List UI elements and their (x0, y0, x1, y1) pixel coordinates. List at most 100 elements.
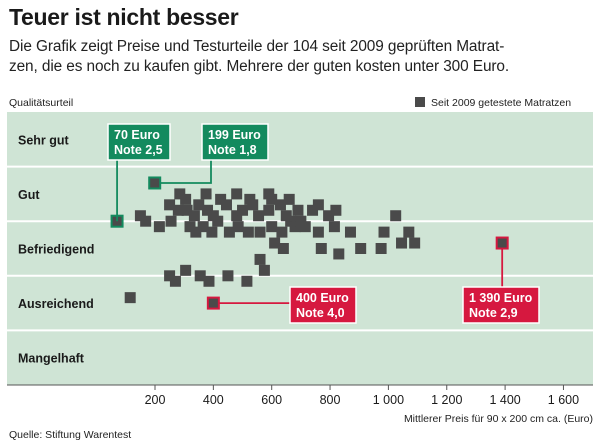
callout-leader-line (160, 160, 212, 184)
y-category-label: Befriedigend (18, 243, 94, 257)
callout-box (462, 286, 540, 324)
data-point (315, 243, 327, 254)
legend-marker (415, 97, 425, 107)
data-point (263, 204, 275, 216)
data-point (312, 226, 324, 238)
data-point (194, 270, 206, 282)
data-point (254, 253, 266, 265)
callout-price: 400 Euro (296, 291, 349, 305)
data-point (277, 243, 289, 254)
x-tick-label: 800 (320, 393, 341, 407)
data-point (197, 221, 209, 233)
data-point (274, 199, 286, 211)
data-point (396, 237, 408, 249)
quality-bands: Sehr gut Gut Befriedigend Ausreichend Mangel… (7, 112, 593, 385)
data-point (344, 226, 356, 238)
intro-line-1: Die Grafik zeigt Preise und Testurteile … (9, 38, 505, 55)
data-point (403, 226, 415, 238)
data-point (244, 193, 256, 205)
data-point (172, 204, 184, 216)
x-tick-label: 1 600 (548, 393, 579, 407)
x-tick-label: 200 (145, 393, 166, 407)
callout-box (201, 123, 269, 161)
y-category-label: Sehr gut (18, 133, 70, 147)
data-point (253, 210, 265, 222)
data-point (220, 199, 232, 211)
data-point (390, 210, 402, 222)
data-point (188, 210, 200, 222)
data-point (328, 221, 340, 233)
data-point (378, 226, 390, 238)
callout-box (289, 286, 357, 324)
y-category-label: Gut (18, 188, 40, 202)
data-point (153, 221, 165, 233)
data-point (232, 221, 244, 233)
data-point (283, 193, 295, 205)
intro-line-2: zen, die es noch zu kaufen gibt. Mehrere… (9, 58, 510, 75)
data-point (124, 292, 136, 304)
data-point (190, 226, 202, 238)
data-point (409, 237, 421, 249)
data-point (174, 188, 186, 200)
data-point (184, 221, 196, 233)
data-point (200, 188, 212, 200)
callout-price: 1 390 Euro (469, 291, 533, 305)
y-category-label: Ausreichend (18, 297, 94, 311)
plot-background (7, 112, 593, 385)
data-point (231, 188, 243, 200)
data-point (231, 210, 243, 222)
data-point (292, 204, 304, 216)
callout-grade: Note 4,0 (296, 306, 345, 320)
data-point (333, 248, 345, 260)
callout-price: 70 Euro (114, 128, 160, 142)
data-point (180, 264, 192, 276)
callout-grade: Note 2,9 (469, 306, 518, 320)
data-point (215, 193, 227, 205)
x-axis: 200 400 600 800 1 000 1 200 1 400 1 600 (7, 384, 593, 407)
data-point (202, 204, 214, 216)
data-point (266, 221, 278, 233)
data-point (280, 210, 292, 222)
callout-grade: Note 2,5 (114, 143, 163, 157)
highlighted-point (495, 236, 509, 250)
data-point (164, 199, 176, 211)
data-point (241, 275, 253, 287)
data-point (276, 226, 288, 238)
callout-grade: Note 1,8 (208, 143, 257, 157)
data-point (263, 188, 275, 200)
data-point (169, 275, 181, 287)
data-point (164, 270, 176, 282)
data-point (165, 215, 177, 227)
x-tick-label: 400 (203, 393, 224, 407)
legend-label: Seit 2009 getestete Matratzen (431, 97, 571, 109)
data-point (206, 226, 218, 238)
source-note: Quelle: Stiftung Warentest (9, 429, 132, 441)
x-tick-label: 600 (261, 393, 282, 407)
data-point (375, 243, 387, 254)
x-axis-title: Mittlerer Preis für 90 x 200 cm ca. (Eur… (404, 413, 593, 425)
data-point (242, 226, 254, 238)
y-axis-title: Qualitätsurteil (9, 97, 73, 109)
highlighted-point (206, 296, 220, 310)
data-point (203, 275, 215, 287)
scatter-chart: Sehr gut Gut Befriedigend Ausreichend Mangel… (7, 97, 593, 425)
x-tick-label: 1 400 (489, 393, 520, 407)
data-point (180, 193, 192, 205)
data-point (312, 199, 324, 211)
x-tick-label: 1 000 (373, 393, 404, 407)
data-point (307, 204, 319, 216)
data-point (140, 215, 152, 227)
highlighted-point (148, 176, 162, 190)
data-point (323, 210, 335, 222)
y-category-label: Mangelhaft (18, 352, 85, 366)
data-point (289, 221, 301, 233)
data-point (181, 204, 193, 216)
data-point (237, 204, 249, 216)
callout-price: 199 Euro (208, 128, 261, 142)
x-tick-label: 1 200 (431, 393, 462, 407)
data-point (223, 226, 235, 238)
data-point (295, 215, 307, 227)
data-point (207, 210, 219, 222)
data-point (269, 237, 281, 249)
